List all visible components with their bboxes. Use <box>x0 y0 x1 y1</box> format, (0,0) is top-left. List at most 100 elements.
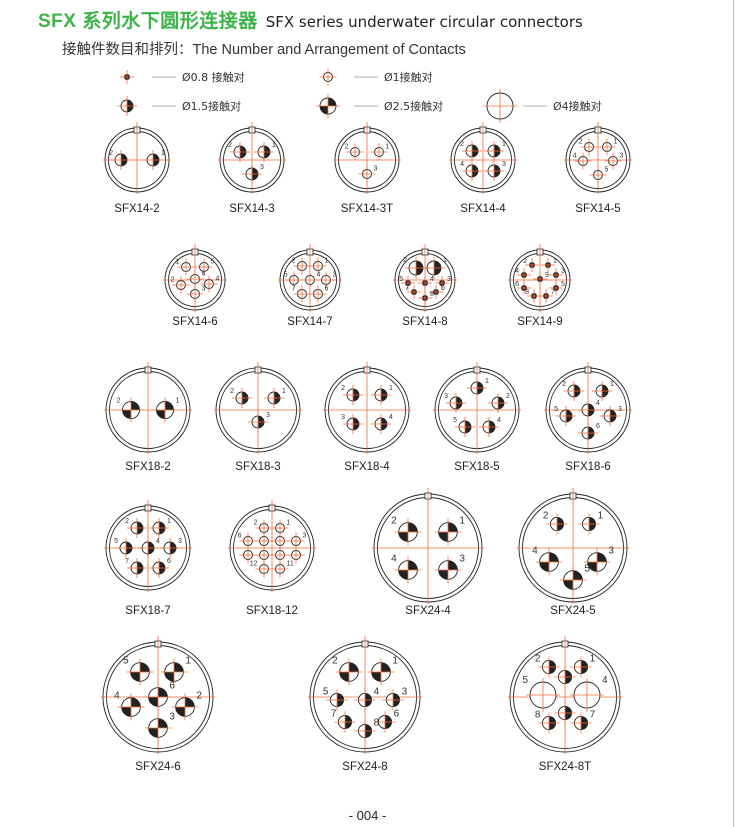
contact-1-icon <box>271 519 289 537</box>
contact-4-icon <box>570 678 604 712</box>
legend-item: Ø1接触对 <box>319 68 433 86</box>
contact-1_5-icon <box>578 513 600 535</box>
contact-2_5-icon <box>117 693 145 721</box>
contact-1_5-icon <box>242 164 262 184</box>
connector-sfx14-9: 2 1 4 3 9 6 5 8 7 SFX14-9 <box>508 244 572 328</box>
connector-model-label: SFX18-7 <box>125 605 170 617</box>
contact-number: 5 <box>554 406 558 413</box>
contact-0_8-icon <box>517 268 531 282</box>
contact-0_8-icon <box>418 291 432 305</box>
contact-1_5-icon <box>554 666 576 688</box>
contact-number: 1 <box>282 388 286 395</box>
contact-1-icon <box>287 532 305 550</box>
contact-1_5-icon <box>254 142 274 162</box>
connector-sfx14-3: 2 1 3 SFX14-3 <box>218 122 286 215</box>
contact-number: 5 <box>114 538 118 545</box>
contact-2_5-icon <box>583 548 611 576</box>
contact-number: 3 <box>608 546 614 557</box>
contact-number: 6 <box>394 708 400 719</box>
contact-2_5-icon <box>335 658 363 686</box>
contact-0_8-icon <box>549 268 563 282</box>
connector-sfx14-4: 2 1 4 3 SFX14-4 <box>449 122 517 215</box>
contact-number: 4 <box>391 554 397 565</box>
contact-number: 4 <box>114 691 120 702</box>
contact-4-icon <box>483 89 517 123</box>
contact-1_5-icon <box>334 711 356 733</box>
contact-number: 1 <box>272 142 276 149</box>
contact-number: 1 <box>610 381 614 388</box>
contact-1-icon <box>317 271 335 289</box>
contact-2_5-icon <box>535 548 563 576</box>
contact-number: 9 <box>545 272 549 279</box>
contact-number: 2 <box>341 385 345 392</box>
connector-model-label: SFX14-4 <box>460 203 506 215</box>
contact-0_8-icon <box>120 70 134 84</box>
contact-1_5-icon <box>578 400 598 420</box>
contact-1_5-icon <box>484 161 504 181</box>
contact-1_5-icon <box>570 712 592 734</box>
contact-number: 1 <box>185 656 191 667</box>
contact-1-icon <box>346 143 364 161</box>
contact-number: 4 <box>317 272 321 279</box>
contact-1_5-icon <box>354 689 376 711</box>
title-cn: SFX 系列水下圆形连接器 <box>38 11 258 32</box>
contact-number: 5 <box>453 417 457 424</box>
contact-number: 5 <box>211 259 215 266</box>
connector-model-label: SFX24-4 <box>405 605 451 617</box>
contact-number: 1 <box>287 520 291 527</box>
contact-number: 2 <box>109 150 113 157</box>
contact-2_5-icon <box>144 683 172 711</box>
legend-label: Ø4接触对 <box>553 99 602 113</box>
contact-1-icon <box>319 68 337 86</box>
connector-sfx24-4: 2 1 4 3 SFX24-4 <box>372 488 484 617</box>
page-number: - 004 - <box>348 808 387 823</box>
contact-1-icon <box>186 285 204 303</box>
contact-number: 5 <box>323 686 329 697</box>
contact-number: 4 <box>430 276 434 283</box>
contact-1-icon <box>195 258 213 276</box>
contact-number: 5 <box>605 167 609 174</box>
contact-number: 1 <box>443 257 447 264</box>
contact-1_5-icon <box>264 388 284 408</box>
connector-model-label: SFX18-3 <box>235 461 280 473</box>
contact-number: 4 <box>460 161 464 168</box>
connector-sfx24-8: 2 1 5 4 3 7 6 8 SFX24-8 <box>308 636 422 773</box>
contact-1_5-icon <box>374 711 396 733</box>
contact-number: 1 <box>598 510 604 521</box>
contact-1_5-icon <box>127 558 147 578</box>
page-border <box>733 0 734 827</box>
contact-1_5-icon <box>117 96 137 116</box>
contact-0_8-icon <box>407 285 421 299</box>
contact-number: 5 <box>584 564 590 575</box>
contact-number: 5 <box>522 675 528 686</box>
contact-number: 2 <box>117 398 121 405</box>
legend-label: Ø0.8 接触对 <box>182 70 245 84</box>
contact-1-icon <box>309 285 327 303</box>
contact-number: 1 <box>459 516 465 527</box>
contact-1-icon <box>186 270 204 288</box>
contact-number: 2 <box>535 653 541 664</box>
contact-1-icon <box>239 532 257 550</box>
contact-0_8-icon <box>435 276 449 290</box>
contact-number: 3 <box>618 406 622 413</box>
contact-1_5-icon <box>479 417 499 437</box>
connector-model-label: SFX14-9 <box>517 316 562 328</box>
contact-1_5-icon <box>578 423 598 443</box>
contact-number: 4 <box>389 414 393 421</box>
contact-number: 3 <box>341 414 345 421</box>
contact-1_5-icon <box>467 378 487 398</box>
connector-model-label: SFX18-6 <box>565 461 610 473</box>
contact-1_5-icon <box>446 393 466 413</box>
contact-1-icon <box>293 257 311 275</box>
contact-1_5-icon <box>564 381 584 401</box>
contact-1_5-icon <box>149 518 169 538</box>
contact-number: 7 <box>292 286 296 293</box>
contact-number: 1 <box>389 385 393 392</box>
connector-model-label: SFX24-8 <box>342 761 387 773</box>
contact-number: 5 <box>561 281 565 288</box>
contact-number: 3 <box>266 412 270 419</box>
contact-number: 3 <box>502 161 506 168</box>
contact-number: 6 <box>169 681 175 692</box>
contact-2_5-icon <box>394 556 422 584</box>
contact-number: 6 <box>325 286 329 293</box>
